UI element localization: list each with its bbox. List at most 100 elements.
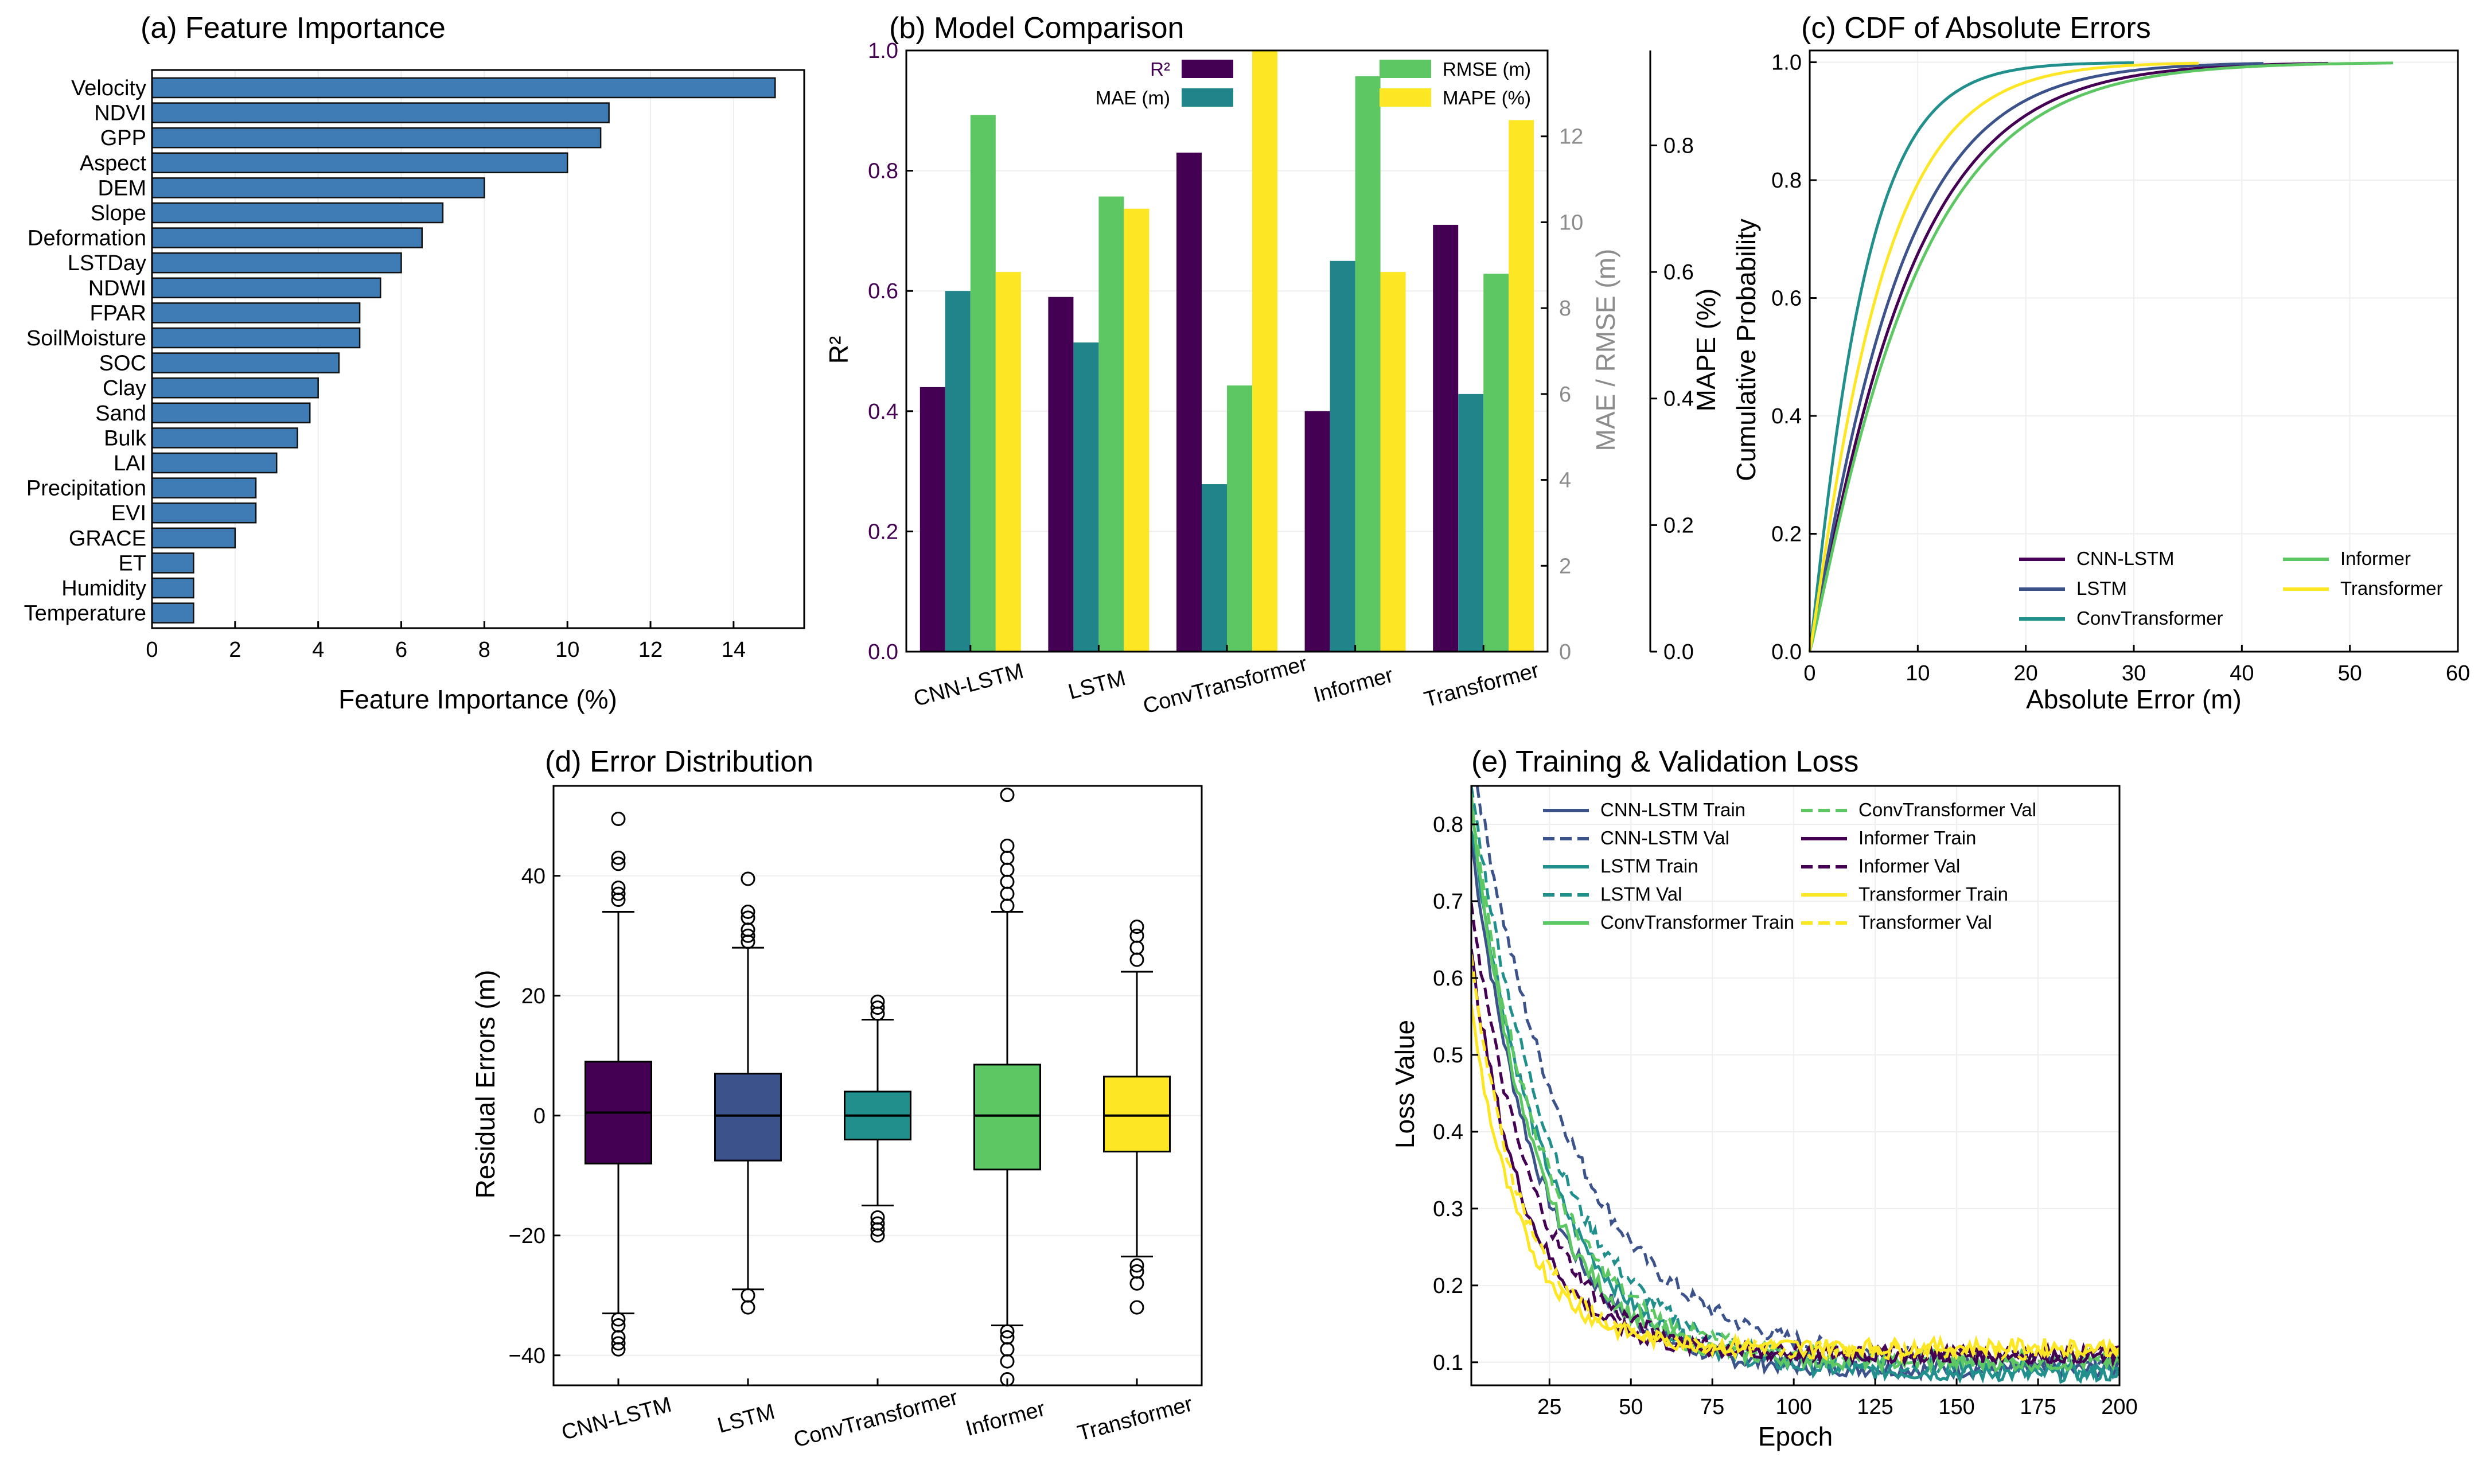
panel-a-bar-fpar bbox=[151, 302, 361, 324]
panel-d-outlier-convtransformer bbox=[870, 994, 885, 1009]
panel-a-xtick-label: 0 bbox=[146, 638, 158, 662]
panel-a-bar-soilmoisture bbox=[151, 327, 361, 349]
panel-d-outlier-informer bbox=[1000, 874, 1015, 889]
panel-c-ytick-label: 0.2 bbox=[1771, 523, 1802, 547]
panel-d-outlier-cnn-lstm bbox=[611, 1336, 626, 1351]
panel-d-outlier-informer bbox=[1000, 788, 1015, 803]
panel-b-mae-rmse-tick-label: 2 bbox=[1559, 554, 1571, 578]
panel-e-loss-line-informer-val bbox=[1471, 902, 2119, 1368]
panel-e-xtick-label: 175 bbox=[2020, 1395, 2056, 1419]
panel-d-ylabel: Residual Errors (m) bbox=[470, 970, 500, 1199]
panel-a-category-label-dem: DEM bbox=[98, 176, 146, 200]
panel-a-xtick-label: 2 bbox=[229, 638, 241, 662]
panel-b-mae-rmse-tick-label: 12 bbox=[1559, 125, 1583, 149]
panel-b-mape-tick-label: 0.2 bbox=[1663, 513, 1694, 537]
panel-d-outlier-transformer bbox=[1129, 1300, 1144, 1315]
panel-b-title: (b) Model Comparison bbox=[889, 11, 1184, 45]
panel-b-bar-transformer-rmse-m bbox=[1483, 274, 1509, 652]
panel-d-box-lstm bbox=[714, 1073, 782, 1162]
panel-e-ytick-label: 0.5 bbox=[1433, 1043, 1463, 1068]
panel-d-outlier-informer bbox=[1000, 850, 1015, 865]
panel-e-loss-line-cnn-lstm-val bbox=[1475, 786, 2119, 1372]
panel-e-ytick-label: 0.2 bbox=[1433, 1274, 1463, 1298]
panel-e-loss-line-convtransformer-val bbox=[1471, 793, 2119, 1372]
panel-b-mape-tick-label: 0.4 bbox=[1663, 387, 1694, 411]
panel-e-xtick-label: 75 bbox=[1700, 1395, 1724, 1419]
panel-b-legend-swatch-rmse-m bbox=[1380, 60, 1431, 78]
panel-a-bar-humidity bbox=[151, 577, 194, 599]
panel-d-outlier-transformer bbox=[1129, 1276, 1144, 1291]
panel-a-category-label-lstday: LSTDay bbox=[68, 251, 146, 275]
panel-b-mae-rmse-tick-label: 4 bbox=[1559, 469, 1571, 493]
panel-b-r2-axis-label: R² bbox=[824, 336, 854, 364]
panel-b-xtick-label-convtransformer: ConvTransformer bbox=[1140, 652, 1310, 719]
panel-c-cdf-line-lstm bbox=[1808, 62, 2264, 652]
panel-e-ytick-label: 0.6 bbox=[1433, 967, 1463, 991]
panel-d-outlier-cnn-lstm bbox=[611, 850, 626, 865]
panel-a-category-label-precipitation: Precipitation bbox=[26, 477, 146, 501]
panel-a-bar-ndwi bbox=[151, 277, 381, 299]
panel-c-ylabel: Cumulative Probability bbox=[1731, 219, 1761, 481]
panel-b-bar-convtransformer-rmse-m bbox=[1227, 385, 1252, 652]
panel-b-xtick-label-informer: Informer bbox=[1311, 663, 1396, 707]
panel-e-loss-line-informer-train bbox=[1471, 948, 2119, 1368]
panel-a: (a) Feature Importance 0 2 4 6 8 10 12 14 Veloc… bbox=[24, 11, 805, 714]
panel-e-ylabel: Loss Value bbox=[1390, 1020, 1420, 1148]
panel-b-legend-swatch-mape bbox=[1380, 88, 1431, 107]
panel-e-legend-label-lstm-train: LSTM Train bbox=[1600, 855, 1698, 877]
panel-e-ytick-label: 0.1 bbox=[1433, 1351, 1463, 1375]
panel-a-xtick-label: 14 bbox=[722, 638, 746, 662]
panel-b-mape-axis-label: MAPE (%) bbox=[1691, 289, 1721, 412]
panel-d-outlier-convtransformer bbox=[870, 1216, 885, 1231]
panel-a-title: (a) Feature Importance bbox=[141, 11, 446, 45]
panel-a-bar-dem bbox=[151, 177, 485, 198]
panel-a-xtick-label: 6 bbox=[395, 638, 407, 662]
panel-a-bar-velocity bbox=[151, 77, 776, 99]
panel-e-xtick-label: 125 bbox=[1857, 1395, 1893, 1419]
panel-e-xtick-label: 25 bbox=[1537, 1395, 1561, 1419]
panel-c-cdf-line-cnn-lstm bbox=[1808, 61, 2329, 652]
panel-b-r2-tick-label: 0.6 bbox=[868, 279, 898, 303]
panel-b-mae-rmse-tick-label: 10 bbox=[1559, 211, 1583, 235]
panel-e-loss-line-lstm-train bbox=[1471, 831, 2119, 1384]
panel-a-category-label-velocity: Velocity bbox=[71, 76, 146, 100]
panel-a-category-label-et: ET bbox=[118, 551, 146, 575]
panel-a-bar-et bbox=[151, 552, 194, 574]
panel-d-outlier-informer bbox=[1000, 886, 1015, 901]
panel-c-legend-label-transformer: Transformer bbox=[2340, 578, 2442, 599]
panel-c-cdf-line-transformer bbox=[1808, 61, 2199, 652]
panel-b-xtick-label-cnn-lstm: CNN-LSTM bbox=[911, 659, 1026, 711]
panel-c-xtick-label: 30 bbox=[2122, 661, 2146, 685]
panel-d-outlier-transformer bbox=[1129, 1258, 1144, 1273]
panel-d-outlier-cnn-lstm bbox=[611, 886, 626, 901]
panel-d-outlier-convtransformer bbox=[870, 1210, 885, 1225]
panel-b-legend-swatch-mae-m bbox=[1182, 88, 1233, 107]
panel-a-category-label-aspect: Aspect bbox=[80, 151, 147, 176]
panel-a-frame bbox=[151, 69, 805, 629]
panel-c-cdf-line-informer bbox=[1808, 61, 2394, 652]
panel-a-bar-temperature bbox=[151, 602, 194, 624]
panel-c-xtick-label: 20 bbox=[2014, 661, 2038, 685]
panel-a-bar-lai bbox=[151, 452, 278, 474]
panel-b-bar-cnn-lstm-mae-m bbox=[945, 291, 971, 652]
panel-a-bar-ndvi bbox=[151, 102, 610, 123]
panel-a-category-label-sand: Sand bbox=[95, 402, 146, 426]
panel-a-category-label-clay: Clay bbox=[103, 376, 146, 400]
panel-d-ytick-label: −40 bbox=[509, 1344, 546, 1368]
panel-c-xtick-label: 0 bbox=[1803, 661, 1815, 685]
panel-d-xtick-label-cnn-lstm: CNN-LSTM bbox=[559, 1393, 675, 1445]
panel-a-xtick-label: 12 bbox=[638, 638, 663, 662]
panel-b-bar-informer-r bbox=[1304, 411, 1330, 652]
panel-b-bar-informer-mae-m bbox=[1330, 260, 1355, 652]
panel-a-category-label-temperature: Temperature bbox=[24, 602, 146, 626]
panel-b-mape-tick-label: 0.8 bbox=[1663, 134, 1694, 158]
panel-b-bar-convtransformer-r bbox=[1176, 153, 1202, 652]
panel-b-bar-informer-rmse-m bbox=[1355, 76, 1381, 652]
panel-c-cdf-line-convtransformer bbox=[1808, 61, 2134, 652]
panel-e-ytick-label: 0.4 bbox=[1433, 1120, 1463, 1144]
panel-a-category-label-gpp: GPP bbox=[100, 126, 146, 150]
panel-a-category-label-humidity: Humidity bbox=[61, 577, 146, 601]
panel-a-category-label-grace: GRACE bbox=[69, 527, 146, 551]
panel-b-bar-transformer-mape bbox=[1509, 120, 1534, 652]
